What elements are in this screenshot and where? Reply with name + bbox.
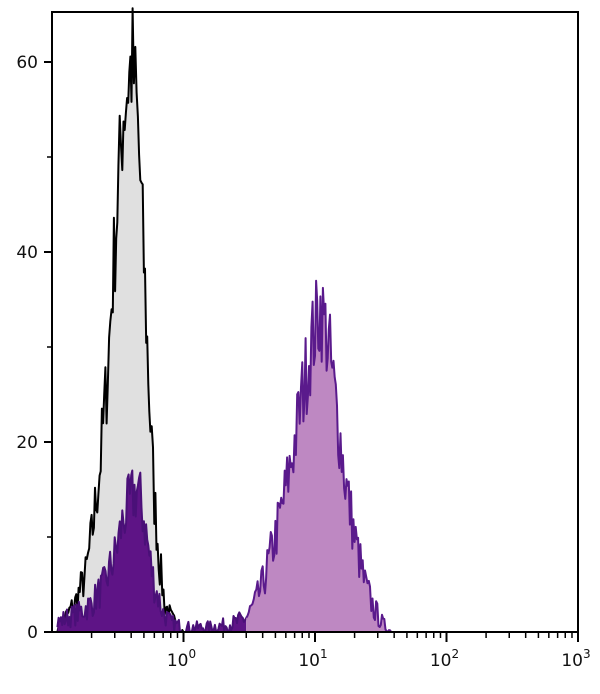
series-layer: [56, 7, 393, 633]
series-0-fill: [57, 8, 184, 632]
x-tick-label: 103: [561, 647, 590, 671]
series-1-fill: [57, 470, 247, 632]
y-tick-label: 40: [16, 243, 38, 263]
y-tick-label: 0: [27, 623, 38, 643]
x-tick-label: 102: [430, 647, 459, 671]
series-1-outline: [56, 469, 248, 633]
series-0-outline: [56, 7, 185, 633]
series-2-outline: [245, 279, 393, 633]
y-tick-label: 20: [16, 433, 38, 453]
axes: 0 20 40 60 100 101 102 103: [16, 53, 590, 671]
y-tick-label: 60: [16, 53, 38, 73]
x-tick-label: 100: [167, 647, 196, 671]
series-2-fill: [246, 280, 392, 632]
x-tick-label: 101: [298, 647, 327, 671]
